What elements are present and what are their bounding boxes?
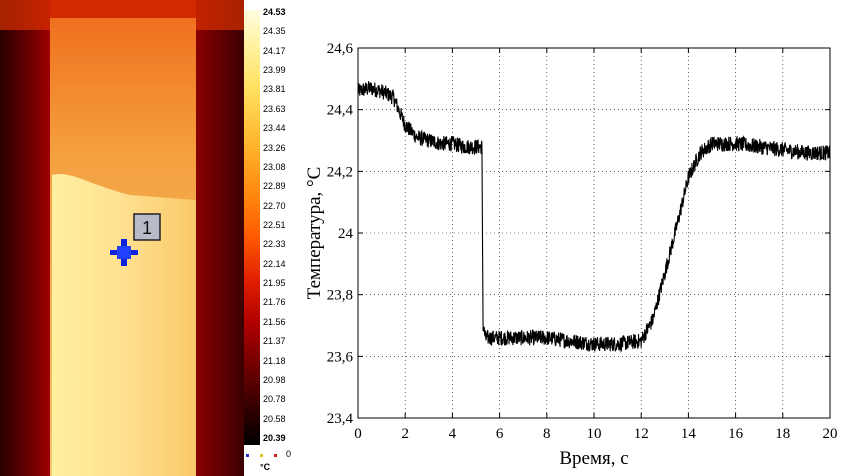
thermal-marker[interactable]: 1 xyxy=(110,213,161,266)
y-tick-label: 23,8 xyxy=(327,288,353,304)
color-scale-label: 22.70 xyxy=(263,200,286,211)
x-tick-label: 12 xyxy=(634,426,649,442)
color-scale-label: 22.14 xyxy=(263,258,286,269)
y-tick-label: 24,4 xyxy=(327,103,354,119)
x-tick-label: 16 xyxy=(728,426,744,442)
color-scale-label: 24.53 xyxy=(263,7,286,17)
x-axis-label: Время, с xyxy=(559,448,628,469)
color-scale-footer: 0 °C xyxy=(244,448,292,476)
color-scale-label: 23.99 xyxy=(263,65,286,76)
color-scale-label: 20.78 xyxy=(263,394,286,405)
plot-frame xyxy=(357,47,831,419)
y-tick-label: 24,6 xyxy=(327,41,354,57)
color-scale-label: 21.18 xyxy=(263,355,286,366)
color-scale-label: 24.17 xyxy=(263,45,286,56)
x-tick-label: 18 xyxy=(775,426,790,442)
color-scale-label: 23.44 xyxy=(263,123,286,134)
chart-series xyxy=(357,81,831,353)
temperature-chart: 0 2 4 6 8 10 12 14 16 18 20 23,423,623,82424,224,4… xyxy=(304,41,838,469)
x-tick-label: 6 xyxy=(496,426,504,442)
thermal-left-band xyxy=(0,0,50,476)
y-tick-label: 24,2 xyxy=(327,164,353,180)
x-tick-label: 2 xyxy=(401,426,409,442)
color-scale: 24.53 24.35 24.17 23.99 23.81 23.63 23.44 23.26… xyxy=(244,0,292,476)
chart-grid xyxy=(357,47,831,419)
color-scale-label: 22.51 xyxy=(263,220,286,230)
marker-label-box xyxy=(133,213,161,241)
color-scale-label: 23.63 xyxy=(263,103,286,114)
red-dot-icon xyxy=(274,454,277,457)
color-scale-label: 23.81 xyxy=(263,84,286,95)
color-scale-label: 22.89 xyxy=(263,181,286,192)
footer-value: 0 xyxy=(286,449,292,459)
y-tick-labels: 23,4 23,6 23,8 24 24,2 24,4 24,6 xyxy=(327,41,354,427)
color-scale-label: 21.37 xyxy=(263,336,286,347)
y-tick-label: 23,4 xyxy=(327,411,354,427)
blue-dot-icon xyxy=(246,454,249,457)
x-tick-label: 0 xyxy=(354,426,362,442)
color-scale-gradient xyxy=(244,10,260,445)
color-scale-label: 20.39 xyxy=(263,433,286,443)
color-scale-label: 20.98 xyxy=(263,374,286,385)
y-tick-label: 23,6 xyxy=(327,349,354,365)
thermal-hot-region xyxy=(52,174,196,476)
crosshair-icon xyxy=(110,239,138,266)
color-scale-label: 23.08 xyxy=(263,161,286,172)
thermal-right-band xyxy=(196,0,244,476)
color-scale-label: 23.26 xyxy=(263,142,286,153)
color-scale-label: 21.56 xyxy=(263,316,286,327)
yellow-dot-icon xyxy=(260,454,263,457)
x-tick-label: 14 xyxy=(681,426,697,442)
series-line xyxy=(357,81,831,353)
x-tick-label: 8 xyxy=(543,426,551,442)
x-tick-label: 10 xyxy=(587,426,602,442)
color-scale-label: 21.76 xyxy=(263,297,286,308)
x-tick-label: 4 xyxy=(449,426,457,442)
thermal-image: 1 xyxy=(0,0,244,476)
y-tick-label: 24 xyxy=(338,226,354,242)
marker-label: 1 xyxy=(142,218,152,238)
color-scale-label: 22.33 xyxy=(263,239,286,250)
x-tick-label: 20 xyxy=(823,426,838,442)
y-axis-label: Температура, °С xyxy=(304,167,325,300)
color-scale-label: 20.58 xyxy=(263,413,286,424)
color-scale-label: 21.95 xyxy=(263,278,286,289)
unit-label: °C xyxy=(260,462,271,472)
color-scale-label: 24.35 xyxy=(263,26,286,37)
x-tick-labels: 0 2 4 6 8 10 12 14 16 18 20 xyxy=(354,426,837,442)
